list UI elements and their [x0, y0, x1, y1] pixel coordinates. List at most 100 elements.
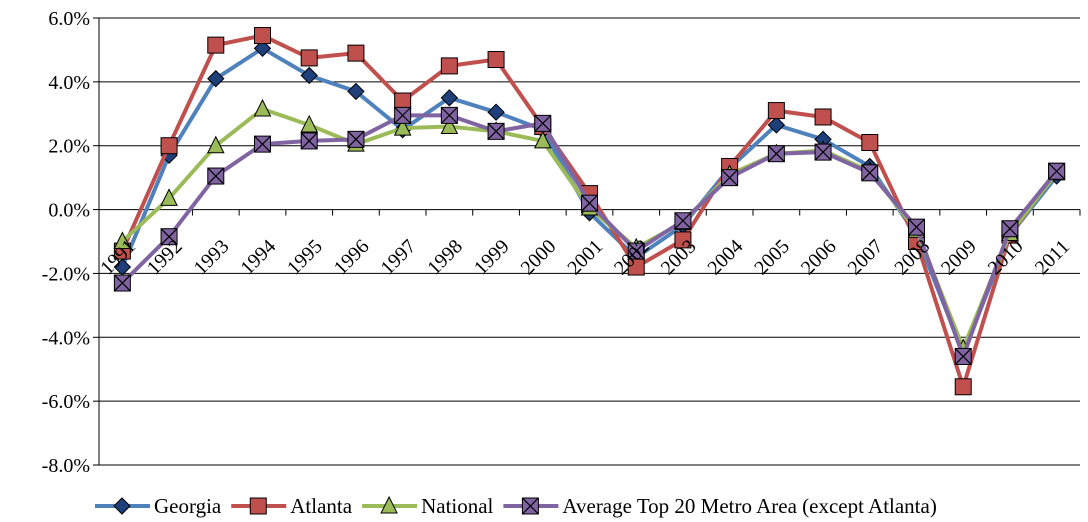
legend-marker — [249, 497, 267, 515]
marker-cross — [394, 106, 412, 124]
data-point — [814, 108, 832, 126]
data-point — [1001, 220, 1019, 238]
legend-label: Georgia — [154, 494, 222, 518]
legend-label: Atlanta — [290, 494, 352, 518]
data-point — [160, 188, 178, 206]
y-tick-label: 4.0% — [48, 72, 90, 94]
data-point — [254, 135, 271, 153]
data-point — [253, 39, 272, 58]
marker-cross — [347, 130, 365, 148]
data-point — [440, 89, 459, 107]
marker-cross — [160, 228, 178, 246]
marker-cross — [627, 242, 645, 260]
data-point — [440, 106, 458, 124]
marker-cross — [721, 169, 739, 187]
legend-marker — [380, 495, 398, 514]
legend: Georgia Atlanta National Average Top 20 Met… — [95, 494, 937, 518]
y-tick-label: -4.0% — [42, 327, 90, 349]
legend-item: National — [362, 494, 494, 518]
data-point — [393, 118, 412, 136]
data-point — [487, 51, 505, 69]
y-tick-label: 0.0% — [48, 200, 90, 222]
marker-cross — [908, 218, 925, 236]
data-point — [533, 130, 552, 149]
data-point — [347, 44, 365, 62]
data-point — [394, 106, 412, 124]
data-point — [160, 137, 178, 155]
y-tick-label: 2.0% — [48, 136, 90, 158]
data-point — [207, 167, 225, 185]
legend-item: Average Top 20 Metro Area (except Atlant… — [503, 494, 937, 518]
data-point — [300, 132, 318, 150]
data-point — [627, 242, 645, 260]
data-point — [113, 231, 132, 249]
marker-cross — [581, 194, 598, 212]
data-point — [254, 27, 271, 45]
x-tick-label: 2000 — [517, 235, 561, 279]
data-point — [954, 347, 972, 365]
marker-cross — [954, 348, 972, 365]
legend-item: Atlanta — [231, 494, 353, 518]
y-tick-labels: 6.0% 4.0% 2.0% 0.0% -2.0% -4.0% -6.0% -8.0% — [42, 8, 90, 477]
marker-cross — [814, 143, 832, 161]
y-tick-label: -8.0% — [42, 455, 90, 477]
x-tick-label: 2004 — [703, 235, 747, 279]
data-point — [908, 218, 925, 236]
data-point — [440, 116, 459, 135]
data-point — [300, 49, 318, 67]
data-point — [253, 98, 272, 117]
x-tick-label: 2011 — [1031, 236, 1074, 279]
x-tick-label: 1995 — [283, 235, 327, 279]
y-tick-label: -6.0% — [42, 391, 90, 413]
legend-marker — [521, 497, 539, 515]
x-tick-label: 2009 — [937, 235, 981, 279]
marker-cross — [487, 122, 505, 140]
data-point — [113, 274, 131, 292]
data-point — [534, 114, 552, 132]
data-point — [674, 212, 692, 230]
data-point — [487, 103, 505, 121]
x-tick-label: 2006 — [797, 235, 841, 279]
data-point — [674, 231, 692, 249]
legend-label: Average Top 20 Metro Area (except Atlant… — [562, 494, 936, 518]
data-point — [347, 130, 365, 148]
marker-cross — [113, 274, 131, 292]
x-tick-label: 1996 — [330, 235, 374, 279]
data-point — [814, 143, 832, 161]
data-point — [767, 102, 785, 120]
marker-cross — [534, 114, 552, 132]
series-average-top-20-metro-area-except-atlanta — [113, 106, 1066, 365]
x-tick-label: 1999 — [470, 235, 514, 279]
x-tick-label: 2007 — [844, 235, 888, 279]
data-point — [206, 135, 225, 154]
marker-cross — [767, 145, 785, 163]
data-point — [440, 57, 458, 75]
data-point — [767, 145, 785, 163]
marker-cross — [440, 106, 458, 124]
data-point — [394, 92, 412, 110]
y-tick-label: -2.0% — [42, 263, 90, 285]
marker-cross — [254, 135, 271, 153]
data-point — [581, 194, 598, 212]
data-point — [767, 116, 786, 134]
data-point — [1048, 162, 1066, 180]
data-point — [347, 82, 365, 101]
legend-label: National — [421, 494, 493, 518]
y-tick-label: 6.0% — [48, 8, 90, 30]
data-point — [487, 122, 505, 140]
marker-cross — [861, 164, 879, 182]
x-tick-label: 1998 — [423, 235, 467, 279]
data-point — [721, 169, 739, 187]
x-tick-label: 2003 — [657, 235, 701, 279]
data-point — [207, 36, 225, 54]
marker-cross — [1048, 162, 1066, 180]
data-point — [300, 114, 319, 133]
series-lines — [113, 27, 1066, 396]
data-point — [207, 69, 225, 88]
data-point — [861, 134, 879, 152]
data-point — [300, 66, 318, 85]
marker-cross — [207, 167, 225, 185]
data-point — [861, 164, 879, 182]
x-tick-label: 1994 — [236, 235, 280, 279]
marker-cross — [1001, 220, 1019, 238]
